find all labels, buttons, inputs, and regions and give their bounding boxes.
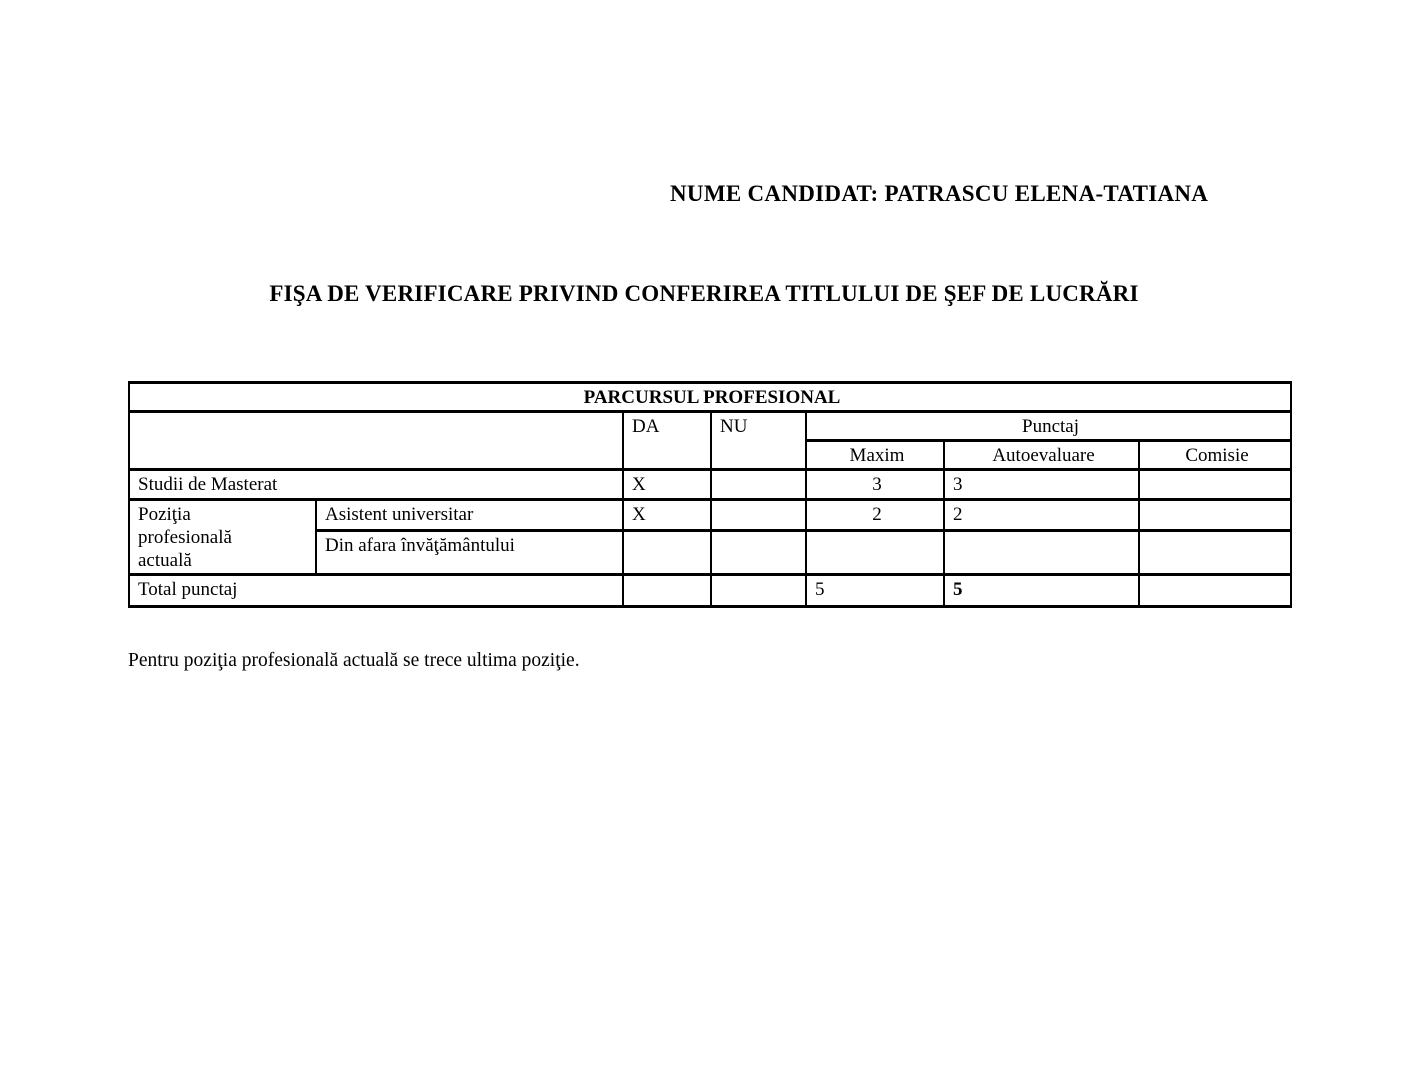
row-label-pozitia-profesionala: Poziţia profesională actuală xyxy=(128,498,317,576)
cell-total-comisie xyxy=(1137,573,1293,608)
cell-asistent-nu xyxy=(710,497,807,533)
cell-studii-nu xyxy=(710,468,807,501)
col-header-autoevaluare: Autoevaluare xyxy=(943,439,1140,471)
header-row-sub: Maxim Autoevaluare Comisie xyxy=(129,439,1293,471)
candidate-name-heading: NUME CANDIDAT: PATRASCU ELENA-TATIANA xyxy=(670,181,1209,206)
col-header-maxim: Maxim xyxy=(805,439,945,471)
cell-din-afara-da xyxy=(622,529,712,576)
cell-studii-comisie xyxy=(1137,468,1293,501)
parcursul-profesional-table: PARCURSUL PROFESIONAL DA NU Punctaj Maxi… xyxy=(127,381,1293,608)
document-title: FIŞA DE VERIFICARE PRIVIND CONFERIREA TI… xyxy=(269,281,1139,306)
cell-asistent-da: X xyxy=(622,497,712,533)
cell-studii-da: X xyxy=(622,468,712,501)
pozitia-label-text: Poziţia profesională actuală xyxy=(138,504,232,571)
row-total-punctaj: Total punctaj 5 5 xyxy=(128,573,1293,608)
row-asistent-universitar: Poziţia profesională actuală Asistent un… xyxy=(128,497,1293,576)
row-label-asistent: Asistent universitar xyxy=(315,497,624,533)
table-title: PARCURSUL PROFESIONAL xyxy=(127,381,1293,413)
cell-din-afara-nu xyxy=(710,529,807,576)
cell-total-maxim: 5 xyxy=(805,573,945,608)
cell-total-autoevaluare: 5 xyxy=(943,573,1140,608)
table-title-row: PARCURSUL PROFESIONAL xyxy=(127,381,1293,413)
col-header-comisie: Comisie xyxy=(1137,439,1293,471)
cell-din-afara-comisie xyxy=(1137,529,1293,576)
header-empty-cell xyxy=(128,410,624,471)
cell-total-da xyxy=(622,573,712,608)
cell-din-afara-autoevaluare xyxy=(943,529,1140,576)
cell-din-afara-maxim xyxy=(805,529,945,576)
col-header-punctaj: Punctaj xyxy=(804,410,1293,442)
row-label-total: Total punctaj xyxy=(128,573,624,608)
row-label-studii: Studii de Masterat xyxy=(128,468,624,501)
cell-total-nu xyxy=(710,573,807,608)
row-label-din-afara: Din afara învăţământului xyxy=(315,529,624,576)
row-din-afara: Din afara învăţământului xyxy=(129,529,1293,576)
header-row-top: DA NU Punctaj xyxy=(128,410,1293,471)
cell-studii-autoevaluare: 3 xyxy=(943,468,1140,501)
col-header-da: DA xyxy=(622,410,712,471)
col-header-nu: NU xyxy=(710,410,807,471)
cell-asistent-comisie xyxy=(1137,497,1293,533)
cell-studii-maxim: 3 xyxy=(805,468,945,501)
row-studii-masterat: Studii de Masterat X 3 3 xyxy=(128,468,1293,501)
cell-asistent-maxim: 2 xyxy=(805,497,945,533)
footnote-text: Pentru poziţia profesională actuală se t… xyxy=(128,650,580,671)
cell-asistent-autoevaluare: 2 xyxy=(943,497,1140,533)
